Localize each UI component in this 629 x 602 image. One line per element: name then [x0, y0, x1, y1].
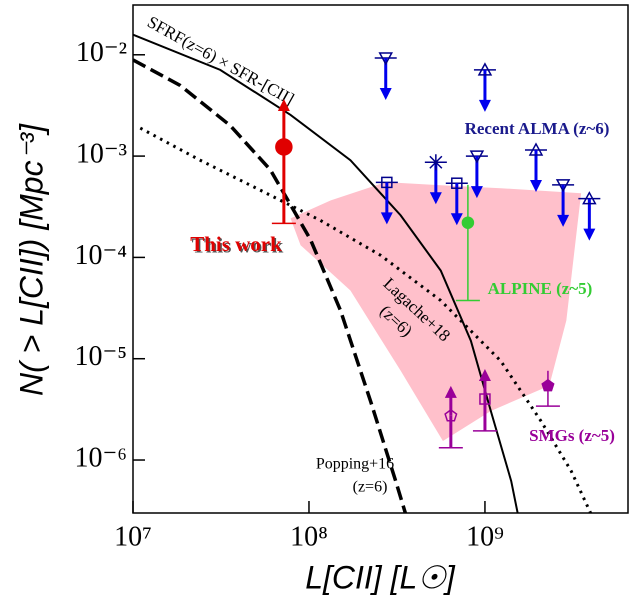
- arrow-head: [529, 179, 542, 192]
- data-point: [528, 142, 544, 156]
- y-tick-label: 10⁻⁴: [74, 240, 127, 271]
- y-tick-label: 10⁻⁶: [74, 442, 127, 473]
- arrow-head: [429, 192, 442, 205]
- data-point: [469, 150, 485, 164]
- data-point: [381, 176, 393, 189]
- arrow-head: [277, 98, 290, 111]
- group-label: ALPINE (z~5): [488, 279, 593, 298]
- data-point: [582, 191, 597, 205]
- arrow-head: [470, 186, 483, 199]
- data-point: [555, 179, 571, 193]
- arrow-head: [379, 87, 392, 100]
- y-tick-label: 10⁻⁵: [74, 341, 127, 372]
- x-tick-label: 10⁹: [466, 521, 504, 552]
- data-point: [451, 177, 463, 189]
- x-tick-label: 10⁸: [290, 521, 328, 552]
- group-label: SMGs (z~5): [529, 426, 615, 445]
- data-point: [427, 154, 444, 171]
- arrow-head: [557, 214, 570, 227]
- curve: [133, 33, 519, 513]
- y-tick-label: 10⁻²: [76, 37, 127, 68]
- curve-sublabel: (z=6): [353, 479, 388, 496]
- curve-label: SFRF(z=6) × SFR-[CII]: [144, 12, 297, 108]
- data-point: [378, 52, 393, 66]
- shaded-region: [290, 182, 582, 442]
- group-label: Recent ALMA (z~6): [465, 119, 610, 138]
- data-point: [479, 393, 491, 405]
- curve-label: Popping+16: [316, 456, 394, 473]
- plot-frame: [132, 4, 629, 514]
- y-tick-label: 10⁻³: [76, 139, 127, 170]
- arrow-head: [478, 99, 491, 112]
- x-tick-label: 10⁷: [114, 521, 152, 552]
- data-point: [461, 216, 475, 229]
- label-shadow: This work: [192, 233, 284, 257]
- curve: [139, 126, 593, 513]
- data-point: [275, 138, 293, 156]
- group-label: This work: [190, 232, 282, 256]
- data-point: [541, 378, 555, 392]
- arrow-head: [450, 213, 463, 226]
- arrow-head: [583, 228, 596, 241]
- arrow-head: [478, 369, 491, 382]
- x-axis-label: L[CII] [L☉]: [305, 559, 456, 595]
- arrow-head: [380, 212, 393, 225]
- data-point: [444, 408, 458, 422]
- data-point: [477, 62, 493, 76]
- curve: [133, 58, 408, 513]
- y-axis-label: N( > L[CII]) [Mpc⁻³]: [13, 123, 49, 396]
- arrow-head: [444, 385, 457, 398]
